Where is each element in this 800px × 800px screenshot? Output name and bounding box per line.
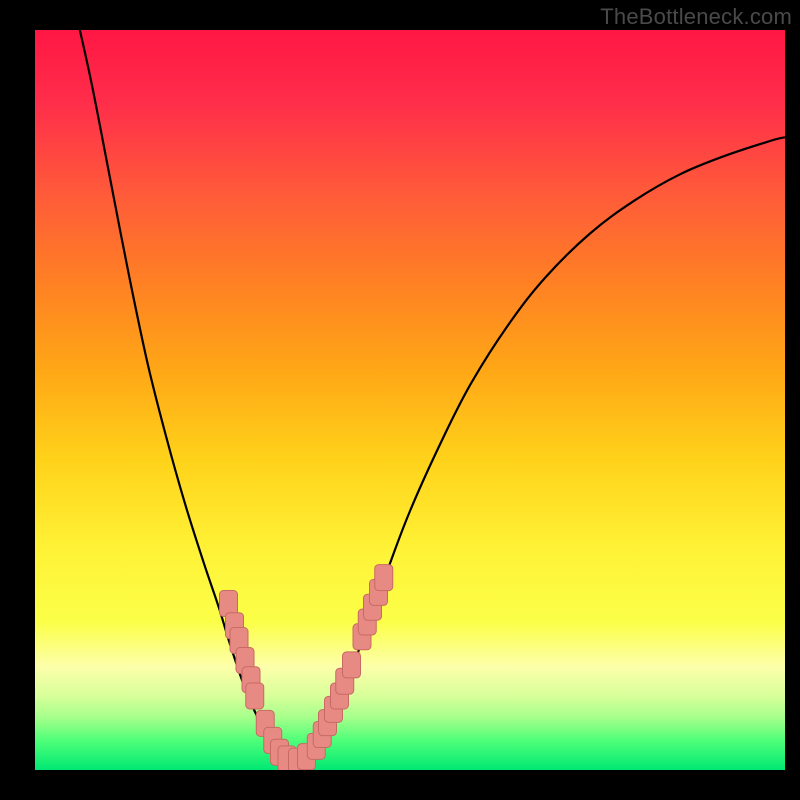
watermark-text: TheBottleneck.com: [600, 4, 792, 30]
data-marker: [343, 652, 361, 678]
bottleneck-curve-chart: [0, 0, 800, 800]
chart-root: TheBottleneck.com: [0, 0, 800, 800]
data-marker: [375, 565, 393, 591]
data-marker: [246, 683, 264, 709]
plot-background: [35, 30, 785, 770]
